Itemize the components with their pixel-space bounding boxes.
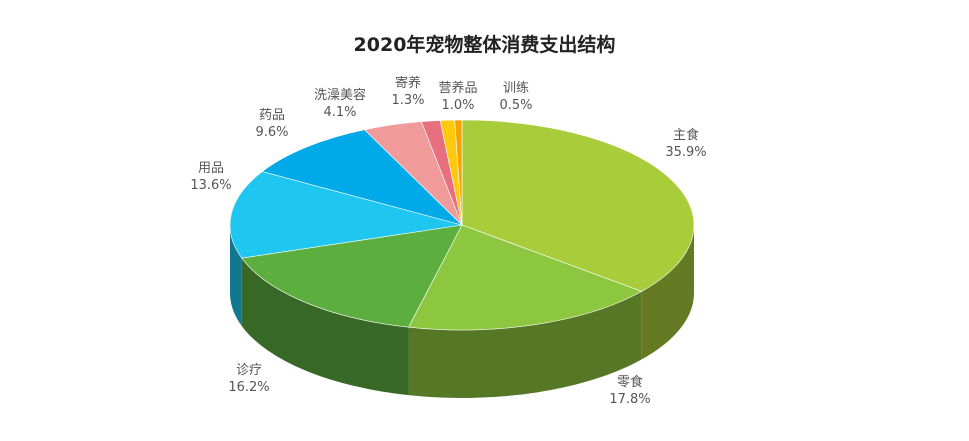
label-boarding: 寄养 1.3%: [391, 75, 424, 109]
slice-label: 主食: [672, 128, 699, 143]
label-nutrition: 营养品 1.0%: [438, 80, 477, 114]
slice-label: 药品: [258, 108, 285, 123]
slice-label: 营养品: [438, 81, 478, 96]
pie-slice-4[interactable]: [261, 129, 464, 226]
pie-slice-8[interactable]: [454, 119, 463, 226]
slice-label: 洗澡美容: [313, 88, 367, 103]
slice-value: 0.5%: [499, 98, 533, 113]
slice-value: 16.2%: [228, 380, 270, 395]
slice-side-0: [641, 225, 694, 360]
label-medicine: 药品 9.6%: [255, 107, 288, 141]
slice-label: 诊疗: [235, 363, 262, 378]
slice-value: 17.8%: [609, 392, 651, 407]
slice-label: 训练: [502, 81, 529, 96]
slice-label: 用品: [197, 161, 224, 176]
slice-side-3: [230, 225, 242, 327]
slice-value: 35.9%: [665, 145, 707, 160]
slice-label: 寄养: [394, 76, 421, 91]
label-medical: 诊疗 16.2%: [228, 362, 269, 396]
label-staple-food: 主食 35.9%: [665, 127, 706, 161]
slice-side-1: [408, 291, 642, 399]
pie-slice-3[interactable]: [229, 171, 463, 259]
slice-value: 1.3%: [391, 93, 425, 108]
slice-value: 1.0%: [441, 98, 475, 113]
chart-title: 2020年宠物整体消费支出结构: [353, 34, 616, 56]
label-supplies: 用品 13.6%: [190, 160, 231, 194]
slice-value: 4.1%: [323, 105, 357, 120]
label-snacks: 零食 17.8%: [609, 374, 650, 408]
slice-value: 9.6%: [255, 125, 289, 140]
slice-label: 零食: [616, 375, 643, 390]
pie-slice-1[interactable]: [408, 224, 643, 331]
slice-value: 13.6%: [190, 178, 232, 193]
label-training: 训练 0.5%: [499, 80, 532, 114]
label-grooming: 洗澡美容 4.1%: [314, 87, 366, 121]
pie-slice-2[interactable]: [241, 224, 463, 328]
pie-slice-0[interactable]: [461, 119, 695, 292]
